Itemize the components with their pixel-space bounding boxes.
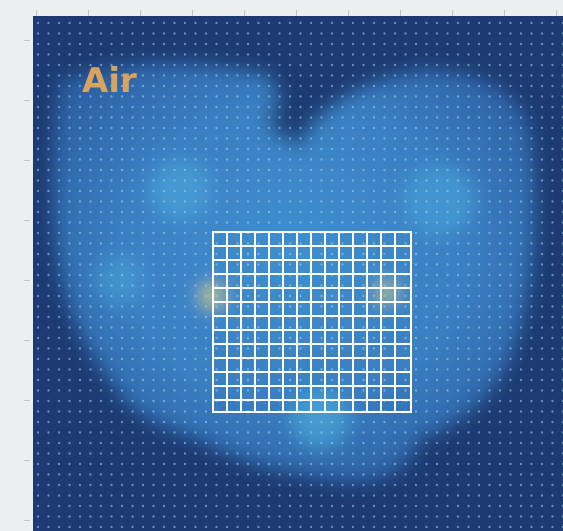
left-ruler-ticks: [0, 16, 33, 531]
condition-label: Air: [82, 61, 137, 101]
top-ruler-ticks: [0, 0, 563, 16]
roi-grid: [212, 231, 412, 413]
